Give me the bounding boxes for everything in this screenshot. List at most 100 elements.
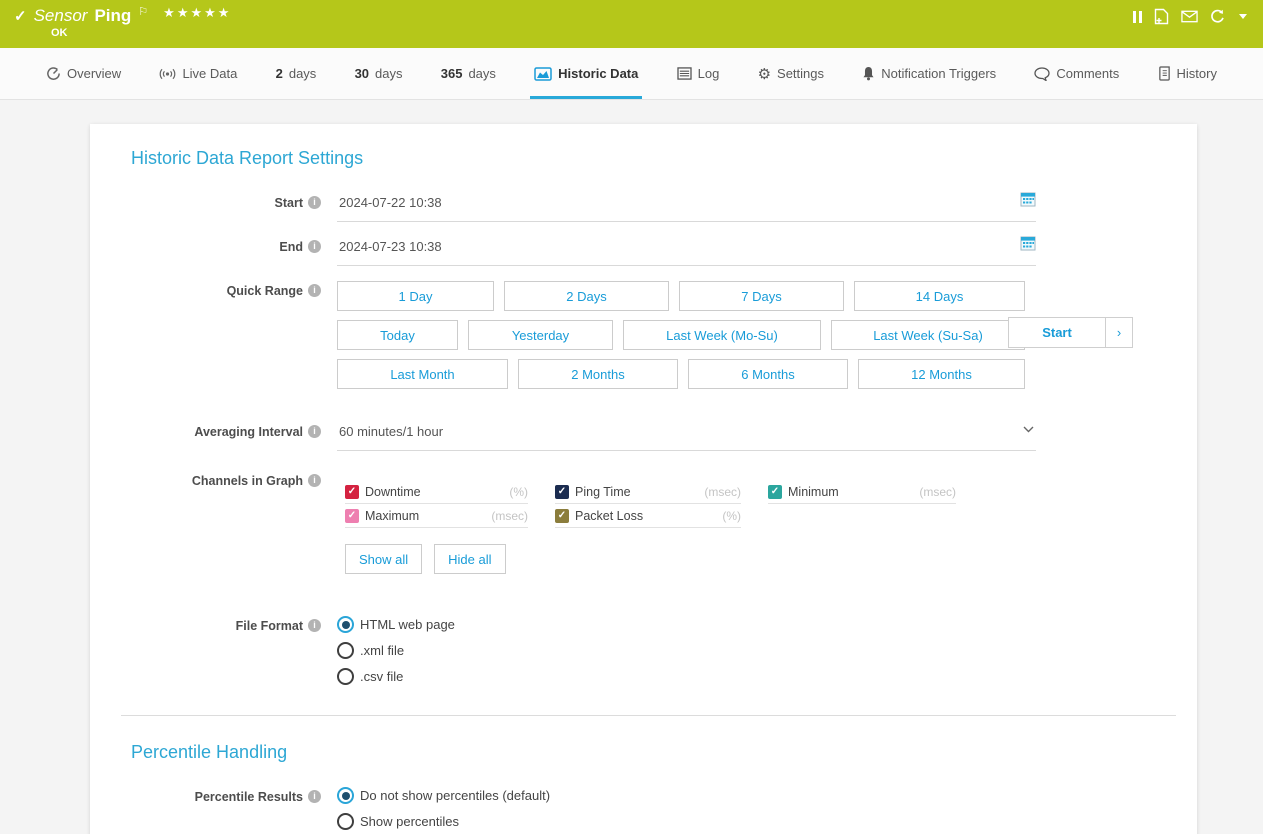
quick-range-14-days-button[interactable]: 14 Days (854, 281, 1025, 311)
radio-unselected[interactable] (337, 668, 354, 685)
radio-label: Show percentiles (360, 814, 459, 829)
chevron-down-icon (1023, 426, 1034, 433)
radio-selected[interactable] (337, 616, 354, 633)
tab-number: 365 (440, 66, 463, 81)
quick-range-label: Quick Range (226, 284, 303, 298)
end-label: End (279, 240, 303, 254)
channel-name: Maximum (365, 509, 420, 523)
quick-range-last-month-button[interactable]: Last Month (337, 359, 508, 389)
sensor-type-label: Sensor (33, 6, 88, 25)
info-icon[interactable]: i (308, 425, 321, 438)
channels-label: Channels in Graph (191, 474, 303, 488)
show-all-button[interactable]: Show all (345, 544, 423, 574)
radio-selected[interactable] (337, 787, 354, 804)
tab-label: days (468, 66, 496, 81)
file-format-option-xml[interactable]: .xml file (337, 642, 1036, 659)
channel-ping-time: ✓ Ping Time (msec) (555, 485, 741, 504)
info-icon[interactable]: i (308, 240, 321, 253)
info-icon[interactable]: i (308, 196, 321, 209)
radio-label: .xml file (360, 643, 405, 658)
channel-unit: (%) (722, 509, 741, 523)
tab-label: Settings (777, 66, 825, 81)
quick-range-12-months-button[interactable]: 12 Months (858, 359, 1025, 389)
quick-range-today-button[interactable]: Today (337, 320, 458, 350)
info-icon[interactable]: i (308, 474, 321, 487)
live-data-icon (159, 67, 176, 81)
area-chart-icon (534, 66, 552, 81)
radio-label: HTML web page (360, 617, 455, 632)
tab-historic-data[interactable]: Historic Data (530, 48, 643, 99)
channels-row: Channels in Graph i ✓ Downtime (%) ✓ Ping… (131, 471, 1166, 574)
tab-notification-triggers[interactable]: Notification Triggers (858, 48, 1000, 99)
calendar-icon[interactable] (1020, 235, 1036, 251)
quick-range-2-days-button[interactable]: 2 Days (504, 281, 669, 311)
add-report-icon[interactable] (1154, 8, 1169, 25)
tab-2-days[interactable]: 2 days (272, 48, 321, 99)
tab-live-data[interactable]: Live Data (155, 48, 241, 99)
mail-icon[interactable] (1181, 10, 1198, 23)
tab-label: days (375, 66, 403, 81)
quick-range-last-week-su-sa-button[interactable]: Last Week (Su-Sa) (831, 320, 1025, 350)
tab-label: days (288, 66, 317, 81)
bell-icon (862, 66, 875, 81)
radio-label: .csv file (360, 669, 404, 684)
checkbox-downtime[interactable]: ✓ (345, 485, 359, 499)
tab-history[interactable]: History (1154, 48, 1221, 99)
quick-range-7-days-button[interactable]: 7 Days (679, 281, 844, 311)
info-icon[interactable]: i (308, 790, 321, 803)
radio-unselected[interactable] (337, 642, 354, 659)
end-date-input[interactable]: 2024-07-23 10:38 (337, 237, 1036, 266)
start-row: Start i 2024-07-22 10:38 (131, 191, 1166, 222)
channel-unit: (msec) (704, 485, 741, 499)
channel-name: Minimum (788, 485, 839, 499)
averaging-interval-select[interactable]: 60 minutes/1 hour (337, 422, 1036, 451)
percentile-results-row: Percentile Results i Do not show percenti… (131, 787, 1166, 830)
tab-overview[interactable]: Overview (42, 48, 125, 99)
checkbox-minimum[interactable]: ✓ (768, 485, 782, 499)
checkbox-maximum[interactable]: ✓ (345, 509, 359, 523)
calendar-icon[interactable] (1020, 191, 1036, 207)
percentile-option-hide[interactable]: Do not show percentiles (default) (337, 787, 1036, 804)
start-date-input[interactable]: 2024-07-22 10:38 (337, 193, 1036, 222)
channel-packet-loss: ✓ Packet Loss (%) (555, 509, 741, 528)
quick-range-2-months-button[interactable]: 2 Months (518, 359, 678, 389)
tab-label: Live Data (182, 66, 238, 81)
caret-down-icon[interactable] (1237, 14, 1247, 19)
flag-icon[interactable]: ⚐ (138, 5, 149, 18)
percentile-option-show[interactable]: Show percentiles (337, 813, 1036, 830)
start-options-chevron-button[interactable]: › (1106, 317, 1133, 348)
tab-label: History (1176, 66, 1217, 81)
file-format-option-csv[interactable]: .csv file (337, 668, 1036, 685)
radio-label: Do not show percentiles (default) (360, 788, 551, 803)
info-icon[interactable]: i (308, 619, 321, 632)
status-badge: OK (51, 27, 68, 39)
checkbox-ping-time[interactable]: ✓ (555, 485, 569, 499)
start-report-button[interactable]: Start (1008, 317, 1106, 348)
priority-stars[interactable]: ★★★★★ (163, 5, 232, 20)
tab-comments[interactable]: Comments (1030, 48, 1123, 99)
tab-365-days[interactable]: 365 days (437, 48, 500, 99)
quick-range-last-week-mo-su-button[interactable]: Last Week (Mo-Su) (623, 320, 821, 350)
settings-panel: Historic Data Report Settings Start i 202… (90, 124, 1197, 834)
quick-range-6-months-button[interactable]: 6 Months (688, 359, 848, 389)
tab-number: 30 (354, 66, 370, 81)
quick-range-1-day-button[interactable]: 1 Day (337, 281, 494, 311)
channel-downtime: ✓ Downtime (%) (345, 485, 528, 504)
tab-30-days[interactable]: 30 days (351, 48, 407, 99)
info-icon[interactable]: i (308, 284, 321, 297)
checkbox-packet-loss[interactable]: ✓ (555, 509, 569, 523)
file-format-label: File Format (235, 619, 303, 633)
quick-range-yesterday-button[interactable]: Yesterday (468, 320, 613, 350)
percentile-results-label: Percentile Results (194, 790, 303, 804)
tab-log[interactable]: Log (673, 48, 724, 99)
file-format-option-html[interactable]: HTML web page (337, 616, 1036, 633)
file-format-row: File Format i HTML web page .xml file .cs… (131, 616, 1166, 685)
refresh-icon[interactable] (1210, 9, 1225, 24)
tab-settings[interactable]: ⚙ Settings (754, 48, 828, 99)
tab-label: Notification Triggers (881, 66, 997, 81)
status-check-icon: ✓ (14, 8, 27, 25)
hide-all-button[interactable]: Hide all (434, 544, 506, 574)
radio-unselected[interactable] (337, 813, 354, 830)
pause-icon[interactable] (1133, 10, 1142, 23)
tab-number: 2 (275, 66, 283, 81)
